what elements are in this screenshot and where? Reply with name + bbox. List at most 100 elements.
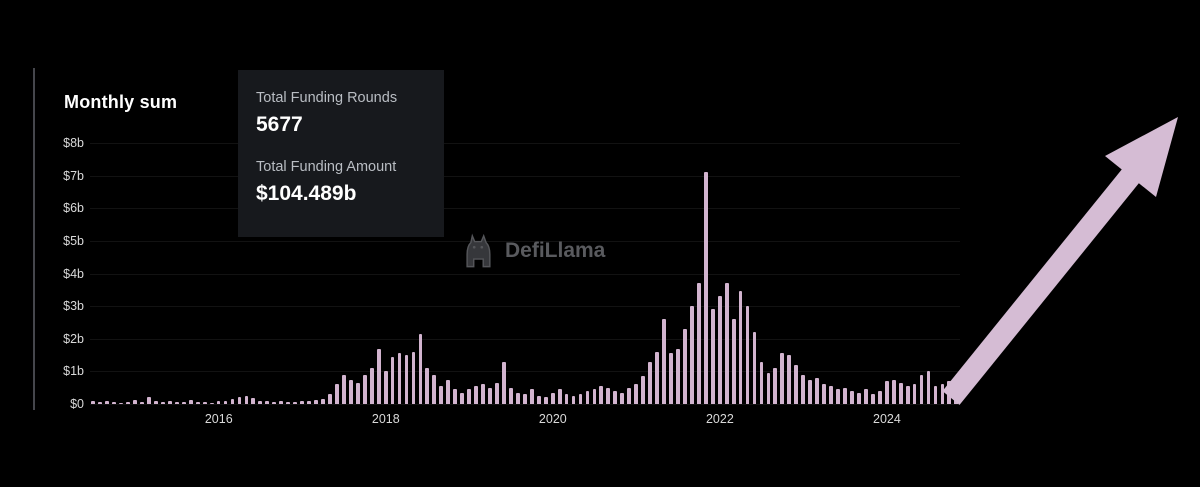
funding-bar[interactable] <box>258 400 263 404</box>
funding-bar[interactable] <box>891 379 896 404</box>
funding-bar[interactable] <box>717 296 722 404</box>
funding-bar[interactable] <box>592 389 597 404</box>
funding-bar[interactable] <box>662 319 666 404</box>
funding-bar[interactable] <box>508 387 513 404</box>
funding-bar[interactable] <box>160 402 165 404</box>
funding-bar[interactable] <box>383 371 388 404</box>
funding-bar[interactable] <box>98 402 103 404</box>
funding-bar[interactable] <box>341 374 346 404</box>
funding-bar[interactable] <box>578 394 583 404</box>
funding-bar[interactable] <box>529 389 534 404</box>
funding-bar[interactable] <box>703 172 708 404</box>
plot-area[interactable] <box>90 143 960 405</box>
funding-bar[interactable] <box>905 386 910 404</box>
funding-bar[interactable] <box>884 381 889 404</box>
funding-bar[interactable] <box>174 401 179 404</box>
funding-bar[interactable] <box>557 389 562 404</box>
funding-bar[interactable] <box>105 400 110 404</box>
funding-bar[interactable] <box>453 389 458 404</box>
funding-bar[interactable] <box>321 399 325 404</box>
funding-bar[interactable] <box>334 384 339 404</box>
funding-bar[interactable] <box>181 402 186 404</box>
funding-bar[interactable] <box>522 394 527 404</box>
funding-bar[interactable] <box>286 401 291 404</box>
funding-bar[interactable] <box>209 402 214 404</box>
funding-bar[interactable] <box>780 353 785 404</box>
funding-bar[interactable] <box>230 399 235 404</box>
funding-bar[interactable] <box>202 402 207 404</box>
funding-bar[interactable] <box>926 371 931 404</box>
funding-bar[interactable] <box>696 283 701 404</box>
funding-bar[interactable] <box>641 376 646 404</box>
funding-bar[interactable] <box>738 291 743 404</box>
funding-bar[interactable] <box>390 356 395 404</box>
funding-bar[interactable] <box>877 390 882 404</box>
funding-bar[interactable] <box>133 400 137 404</box>
funding-bar[interactable] <box>376 348 381 404</box>
funding-bar[interactable] <box>481 384 485 404</box>
funding-bar[interactable] <box>550 392 555 404</box>
funding-bar[interactable] <box>300 401 304 404</box>
funding-bar[interactable] <box>140 402 144 404</box>
funding-bar[interactable] <box>188 400 193 404</box>
funding-bar[interactable] <box>585 390 590 404</box>
funding-bar[interactable] <box>648 361 652 404</box>
funding-bar[interactable] <box>947 381 952 404</box>
funding-bar[interactable] <box>634 384 639 404</box>
funding-bar[interactable] <box>829 386 833 404</box>
funding-bar[interactable] <box>432 374 437 404</box>
funding-bar[interactable] <box>167 400 172 404</box>
funding-bar[interactable] <box>397 353 402 404</box>
funding-bar[interactable] <box>314 400 318 404</box>
funding-bar[interactable] <box>279 400 284 404</box>
funding-bar[interactable] <box>759 361 764 404</box>
funding-bar[interactable] <box>265 401 270 404</box>
funding-bar[interactable] <box>112 402 117 404</box>
funding-bar[interactable] <box>843 387 847 404</box>
funding-bar[interactable] <box>91 401 96 404</box>
funding-bar[interactable] <box>446 379 451 404</box>
funding-bar[interactable] <box>870 394 875 404</box>
funding-bar[interactable] <box>502 361 506 404</box>
funding-bar[interactable] <box>147 397 151 404</box>
funding-bar[interactable] <box>752 332 757 404</box>
funding-bar[interactable] <box>237 397 242 404</box>
funding-bar[interactable] <box>919 374 924 404</box>
funding-bar[interactable] <box>801 374 806 404</box>
funding-bar[interactable] <box>154 401 158 404</box>
funding-bar[interactable] <box>912 384 917 404</box>
funding-bar[interactable] <box>404 355 409 404</box>
funding-bar[interactable] <box>773 368 778 404</box>
funding-bar[interactable] <box>599 386 604 404</box>
funding-bar[interactable] <box>119 402 124 404</box>
funding-bar[interactable] <box>689 306 694 404</box>
funding-bar[interactable] <box>898 382 903 404</box>
funding-bar[interactable] <box>244 395 249 404</box>
funding-bar[interactable] <box>808 379 813 404</box>
funding-bar[interactable] <box>669 353 673 404</box>
funding-bar[interactable] <box>571 395 576 404</box>
funding-bar[interactable] <box>710 309 715 404</box>
funding-bar[interactable] <box>627 387 632 404</box>
funding-bar[interactable] <box>515 392 520 404</box>
funding-bar[interactable] <box>488 387 492 404</box>
funding-bar[interactable] <box>425 368 430 404</box>
funding-bar[interactable] <box>724 283 729 404</box>
funding-bar[interactable] <box>933 386 938 404</box>
funding-bar[interactable] <box>815 377 820 404</box>
funding-bar[interactable] <box>307 400 311 404</box>
funding-bar[interactable] <box>794 364 799 404</box>
funding-bar[interactable] <box>474 386 478 404</box>
funding-bar[interactable] <box>293 402 298 404</box>
funding-bar[interactable] <box>251 398 256 404</box>
funding-bar[interactable] <box>328 394 332 404</box>
funding-bar[interactable] <box>954 377 959 404</box>
funding-bar[interactable] <box>272 402 277 404</box>
funding-bar[interactable] <box>348 379 353 404</box>
funding-bar[interactable] <box>766 373 771 404</box>
funding-bar[interactable] <box>940 384 945 404</box>
funding-bar[interactable] <box>460 392 465 404</box>
funding-bar[interactable] <box>411 351 416 404</box>
funding-bar[interactable] <box>543 397 548 404</box>
funding-bar[interactable] <box>613 390 618 404</box>
